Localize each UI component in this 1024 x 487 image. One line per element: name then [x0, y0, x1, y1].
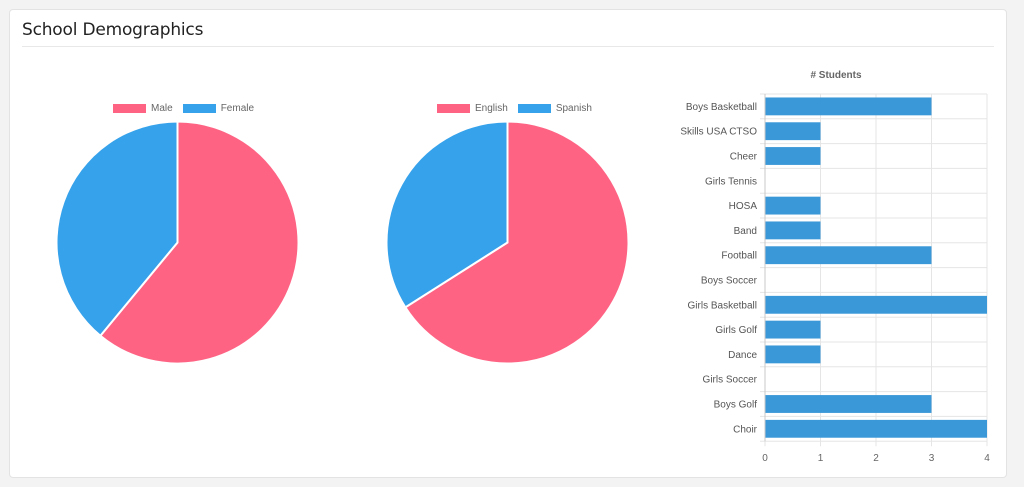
- bar-girls-basketball[interactable]: [765, 295, 988, 314]
- bar-boys-golf[interactable]: [765, 395, 932, 413]
- language-pie-chart: [385, 120, 630, 365]
- y-tick-label: Boys Soccer: [701, 276, 758, 287]
- gender-slice-female[interactable]: [55, 120, 179, 338]
- y-tick-label: HOSA: [729, 201, 758, 212]
- legend-swatch-female: [182, 104, 216, 113]
- students-bar-chart: # Students 0 1 2 3 4 Boys Basketball Skills USA…: [680, 70, 990, 464]
- legend-label-english: English: [475, 103, 508, 114]
- y-tick-label: Dance: [728, 350, 757, 361]
- language-legend: English Spanish: [437, 103, 592, 114]
- legend-item-female[interactable]: Female: [182, 103, 255, 114]
- gender-legend: Male Female: [113, 103, 254, 114]
- x-tick-label: 4: [984, 453, 990, 464]
- legend-label-male: Male: [151, 103, 173, 114]
- bar-cheer[interactable]: [765, 147, 821, 165]
- y-tick-label: Girls Basketball: [688, 300, 757, 311]
- legend-label-female: Female: [220, 103, 255, 114]
- bar-band[interactable]: [765, 221, 821, 240]
- gender-pie-chart: [55, 120, 300, 365]
- y-tick-label: Girls Golf: [715, 325, 757, 336]
- gender-slice-male[interactable]: [98, 120, 300, 365]
- legend-item-male[interactable]: Male: [113, 103, 173, 114]
- y-tick-label: Girls Soccer: [703, 375, 758, 386]
- x-tick-label: 1: [818, 453, 824, 464]
- y-tick-label: Boys Basketball: [686, 102, 757, 113]
- bar-dance[interactable]: [765, 345, 821, 364]
- x-tick-label: 0: [762, 453, 768, 464]
- y-tick-label: Choir: [733, 424, 758, 435]
- legend-swatch-spanish: [517, 104, 551, 113]
- y-tick-label: Girls Tennis: [705, 176, 757, 187]
- bar-choir[interactable]: [765, 419, 988, 438]
- bar-football[interactable]: [765, 246, 932, 265]
- bar-chart-title: # Students: [810, 70, 862, 81]
- x-tick-label: 2: [873, 453, 879, 464]
- legend-item-english[interactable]: English: [437, 103, 508, 114]
- legend-label-spanish: Spanish: [555, 103, 592, 114]
- bar-girls-golf[interactable]: [765, 320, 821, 339]
- language-slice-spanish[interactable]: [385, 120, 509, 309]
- card-title: School Demographics: [22, 20, 204, 40]
- title-divider: [22, 46, 994, 47]
- bar-skills-usa-ctso[interactable]: [765, 122, 821, 141]
- legend-item-spanish[interactable]: Spanish: [517, 103, 592, 114]
- legend-swatch-male: [113, 104, 146, 113]
- legend-swatch-english: [437, 104, 470, 113]
- y-tick-label: Boys Golf: [714, 400, 758, 411]
- bar-boys-basketball[interactable]: [765, 97, 932, 116]
- bar-hosa[interactable]: [765, 196, 821, 215]
- y-tick-label: Football: [721, 251, 757, 262]
- y-tick-label: Cheer: [730, 152, 758, 163]
- x-tick-label: 3: [929, 453, 935, 464]
- y-tick-label: Skills USA CTSO: [680, 127, 757, 138]
- y-tick-label: Band: [734, 226, 757, 237]
- language-slice-english[interactable]: [403, 120, 630, 365]
